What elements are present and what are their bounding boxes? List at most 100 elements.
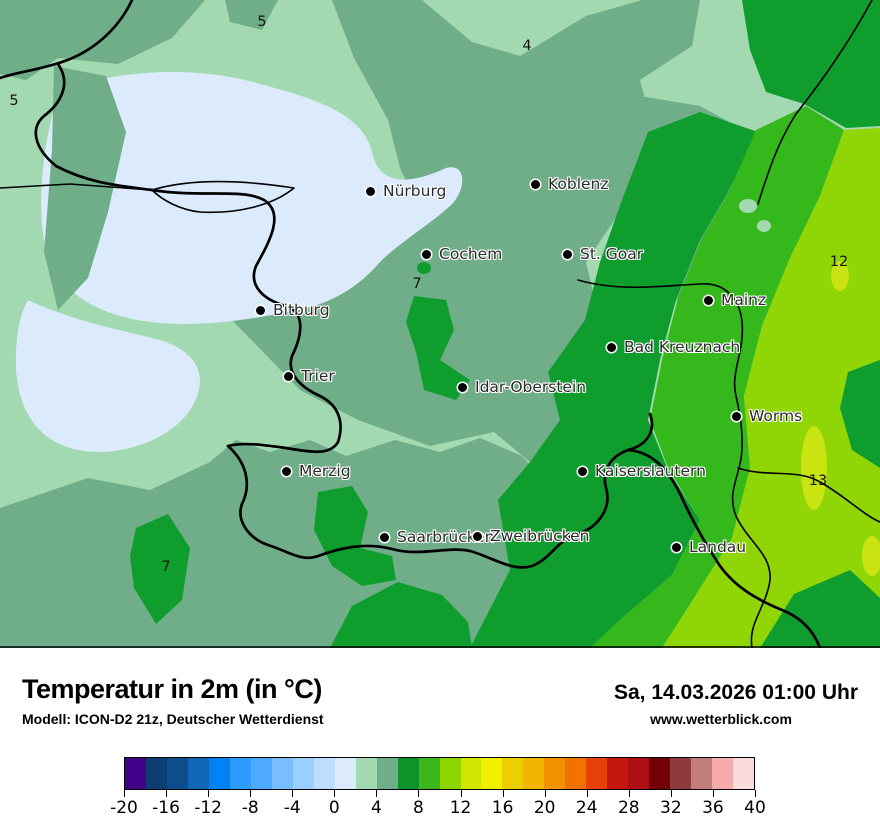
city-label: Cochem (439, 245, 503, 263)
colorbar-tick (250, 790, 252, 797)
colorbar-tick-label: 4 (370, 798, 382, 818)
colorbar-tick-label: 32 (660, 798, 682, 818)
colorbar-tick (376, 790, 378, 797)
colorbar-tick-label: -8 (241, 798, 259, 818)
city-marker-worms: Worms (732, 407, 802, 425)
city-dot (282, 466, 291, 476)
city-dot (704, 295, 713, 305)
terrain-cold-west (15, 300, 201, 452)
map-value-label: 5 (9, 93, 19, 109)
colorbar-segment-20 (544, 758, 566, 789)
terrain-sage-topblob (225, 0, 278, 30)
city-dot (366, 186, 375, 196)
city-marker-st-goar: St. Goar (563, 245, 643, 263)
value-label-layer: 5 4 5 7 12 13 7 (9, 14, 849, 575)
colorbar-segment-25 (649, 758, 671, 789)
colorbar-segment-6 (250, 758, 272, 789)
colorbar-tick (502, 790, 504, 797)
colorbar-segment-16 (460, 758, 482, 789)
terrain-mint-speck2 (757, 220, 771, 232)
city-dot (563, 249, 572, 259)
map-value-label: 4 (522, 38, 532, 54)
city-label: Bitburg (273, 301, 330, 319)
colorbar-tick (208, 790, 210, 797)
border-loop (151, 180, 295, 214)
colorbar-segment-9 (313, 758, 335, 789)
colorbar-segment-19 (523, 758, 545, 789)
colorbar-tick (334, 790, 336, 797)
colorbar-tick-label: 0 (328, 798, 340, 818)
border-saarland (226, 412, 654, 569)
city-marker-bad-kreuznach: Bad Kreuznach (607, 338, 740, 356)
colorbar-tick-label: 8 (413, 798, 424, 818)
city-label: Trier (301, 367, 335, 385)
city-dot (607, 342, 616, 352)
city-label: Nürburg (383, 182, 447, 200)
terrain-sage-central (230, 0, 700, 462)
border-rhine (577, 279, 771, 648)
colorbar-segment-21 (565, 758, 587, 789)
colorbar-segment-15 (439, 758, 461, 789)
colorbar-ticks (124, 790, 756, 798)
city-dot (284, 371, 293, 381)
terrain-dark-edge2 (760, 570, 880, 648)
city-marker-saarbr-cken: Saarbrücken (380, 528, 495, 546)
terrain-dark-topright (742, 0, 880, 128)
terrain-dark-southwest (130, 514, 190, 624)
website-label: www.wetterblick.com (650, 711, 792, 727)
colorbar-segment-17 (481, 758, 503, 789)
colorbar-tick (755, 790, 756, 797)
city-label: Idar-Oberstein (475, 378, 587, 396)
colorbar-segment-11 (355, 758, 377, 789)
colorbar-segment-3 (187, 758, 209, 789)
city-layer: Nürburg Koblenz Cochem St. Goar Bitburg Mainz… (256, 175, 802, 556)
city-dot (578, 466, 587, 476)
city-marker-merzig: Merzig (282, 462, 351, 480)
terrain-lime2 (831, 261, 849, 291)
city-marker-idar-oberstein: Idar-Oberstein (458, 378, 586, 396)
datetime-label: Sa, 14.03.2026 01:00 Uhr (613, 681, 858, 704)
colorbar-tick (124, 790, 125, 797)
colorbar-segment-12 (376, 758, 398, 789)
terrain-lime3 (862, 536, 880, 576)
terrain-dark-dot (417, 262, 431, 274)
map-value-label: 12 (829, 254, 849, 270)
page-title: Temperatur in 2m (in °C) (22, 674, 322, 704)
border-northeast (757, 0, 873, 205)
colorbar-tick (544, 790, 546, 797)
city-label: Zweibrücken (490, 527, 590, 545)
terrain-sage-streak (44, 66, 126, 310)
colorbar-tick-label: 20 (533, 798, 556, 818)
border-west-spur (0, 183, 153, 191)
colorbar-segments (124, 757, 755, 790)
terrain-lime1 (801, 426, 827, 510)
terrain-mint-speck1 (739, 199, 757, 213)
city-marker-zweibr-cken: Zweibrücken (473, 527, 589, 545)
colorbar-tick-label: 28 (617, 798, 640, 818)
colorbar-segment-7 (271, 758, 293, 789)
colorbar-segment-1 (145, 758, 167, 789)
map-value-label: 7 (161, 559, 171, 575)
border-luxembourg (150, 188, 342, 454)
city-marker-landau: Landau (672, 538, 746, 556)
city-label: Landau (689, 538, 747, 556)
map-value-label: 7 (412, 276, 422, 292)
colorbar-segment-8 (292, 758, 314, 789)
city-label: Merzig (299, 462, 351, 480)
colorbar: -20 -16 -12 -8 -4 0 4 8 12 16 20 24 28 32 36 40 (110, 757, 766, 818)
colorbar-segment-28 (712, 758, 734, 789)
terrain-svg (0, 0, 880, 648)
border-south (626, 448, 822, 648)
colorbar-tick-label: 36 (702, 798, 724, 818)
colorbar-tick-label: 12 (449, 798, 472, 818)
terrain-dark-saar2 (330, 582, 472, 648)
city-label: Mainz (721, 291, 767, 309)
colorbar-segment-22 (586, 758, 608, 789)
colorbar-segment-13 (397, 758, 419, 789)
terrain-bright-band (590, 106, 844, 648)
colorbar-tick (166, 790, 168, 797)
map-value-label: 5 (257, 14, 267, 30)
city-dot (256, 305, 265, 315)
border-belgium-south (34, 62, 154, 192)
city-marker-trier: Trier (284, 367, 335, 385)
